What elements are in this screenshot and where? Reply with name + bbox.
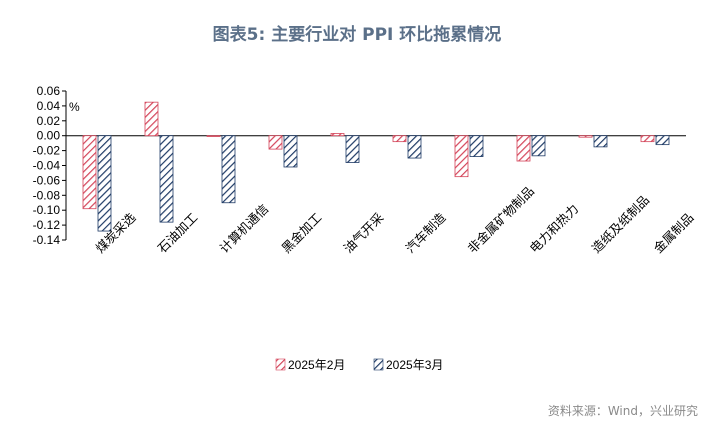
bar-feb-8 bbox=[578, 135, 593, 138]
bar-feb-0 bbox=[82, 135, 97, 210]
bar-mar-1 bbox=[159, 135, 174, 223]
bar-mar-8 bbox=[593, 135, 608, 148]
legend-swatch-0 bbox=[275, 358, 286, 371]
category-label: 黑金加工 bbox=[279, 210, 325, 256]
y-tick-label: -0.08 bbox=[33, 188, 61, 202]
bar-mar-0 bbox=[97, 135, 112, 232]
bar-mar-3 bbox=[283, 135, 298, 168]
category-label: 电力和热力 bbox=[527, 201, 582, 256]
bar-feb-9 bbox=[640, 135, 655, 143]
category-label: 金属制品 bbox=[651, 210, 697, 256]
bar-feb-4 bbox=[330, 133, 345, 137]
category-label: 计算机通信 bbox=[217, 201, 272, 256]
y-tick-label: -0.02 bbox=[33, 144, 61, 158]
bar-mar-6 bbox=[469, 135, 484, 157]
y-tick-label: 0.06 bbox=[37, 84, 61, 98]
category-label: 油气开采 bbox=[341, 210, 387, 256]
y-tick-label: -0.14 bbox=[33, 233, 61, 247]
legend-label-1: 2025年3月 bbox=[386, 358, 443, 372]
y-tick-label: -0.12 bbox=[33, 218, 61, 232]
bar-feb-2 bbox=[206, 135, 221, 137]
unit-label: % bbox=[69, 100, 80, 114]
bar-feb-3 bbox=[268, 135, 283, 150]
bar-mar-7 bbox=[531, 135, 546, 157]
source-note: 资料来源：Wind，兴业研究 bbox=[547, 404, 698, 418]
legend-swatch-1 bbox=[373, 358, 384, 371]
bar-feb-6 bbox=[454, 135, 469, 178]
y-tick-label: 0.00 bbox=[37, 129, 61, 143]
chart-title: 图表5: 主要行业对 PPI 环比拖累情况 bbox=[212, 25, 502, 45]
bar-feb-1 bbox=[144, 101, 159, 137]
y-tick-label: -0.06 bbox=[33, 173, 61, 187]
bar-feb-7 bbox=[516, 135, 531, 162]
bar-mar-9 bbox=[655, 135, 670, 146]
y-tick-label: -0.10 bbox=[33, 203, 61, 217]
bar-mar-2 bbox=[221, 135, 236, 204]
bar-feb-5 bbox=[392, 135, 407, 143]
category-label: 汽车制造 bbox=[403, 210, 449, 256]
y-tick-label: 0.04 bbox=[37, 99, 61, 113]
bar-mar-4 bbox=[345, 135, 360, 163]
category-label: 造纸及纸制品 bbox=[589, 192, 653, 256]
y-tick-label: 0.02 bbox=[37, 114, 61, 128]
bar-mar-5 bbox=[407, 135, 422, 159]
y-tick-label: -0.04 bbox=[33, 159, 61, 173]
legend-label-0: 2025年2月 bbox=[288, 358, 345, 372]
